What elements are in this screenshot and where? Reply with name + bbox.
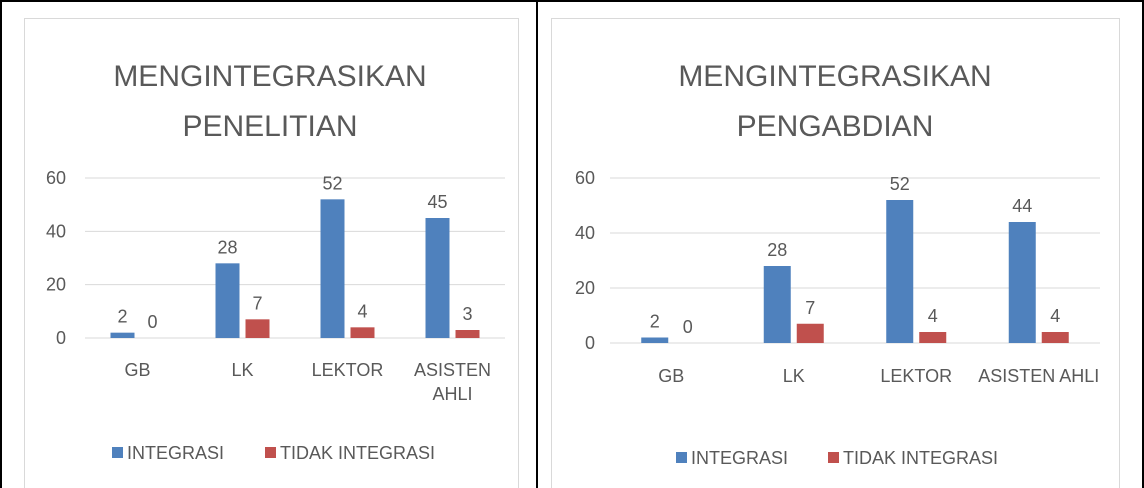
chart-title: MENGINTEGRASIKAN PENELITIAN: [113, 60, 427, 143]
y-tick-label: 60: [46, 168, 66, 188]
bar: [763, 266, 791, 343]
data-label: 28: [767, 240, 787, 260]
y-tick-label: 40: [46, 221, 66, 241]
bar: [245, 319, 270, 338]
x-tick-label: LK: [782, 366, 805, 386]
legend-label: INTEGRASI: [691, 448, 788, 468]
x-tick-label: LEKTOR: [311, 360, 384, 380]
y-tick-label: 0: [585, 333, 595, 353]
legend-swatch: [676, 452, 687, 463]
data-label: 7: [252, 293, 262, 313]
x-tick-label: ASISTEN AHLI: [413, 360, 492, 405]
bar: [425, 218, 450, 338]
bar: [1008, 222, 1036, 343]
legend-label: INTEGRASI: [127, 443, 224, 463]
chart-frame: [551, 18, 1120, 488]
bar: [455, 330, 480, 338]
data-label: 2: [117, 307, 127, 327]
bar: [215, 263, 240, 338]
bar: [641, 337, 669, 343]
bar: [110, 332, 135, 338]
legend-label: TIDAK INTEGRASI: [280, 443, 435, 463]
legend-swatch: [265, 447, 276, 458]
y-tick-label: 40: [575, 223, 595, 243]
chart-title: MENGINTEGRASIKAN PENGABDIAN: [678, 60, 992, 143]
data-label: 4: [1050, 306, 1060, 326]
bar: [320, 199, 345, 338]
data-label: 44: [1012, 196, 1032, 216]
data-label: 52: [890, 174, 910, 194]
data-label: 4: [357, 301, 367, 321]
data-label: 28: [217, 237, 237, 257]
x-tick-label: ASISTEN AHLI: [978, 366, 1100, 386]
x-tick-label: GB: [658, 366, 685, 386]
y-tick-label: 20: [575, 278, 595, 298]
x-tick-label: GB: [124, 360, 151, 380]
bar: [886, 200, 914, 343]
data-label: 3: [462, 304, 472, 324]
legend-label: TIDAK INTEGRASI: [843, 448, 998, 468]
legend-swatch: [112, 447, 123, 458]
data-label: 4: [928, 306, 938, 326]
x-tick-label: LK: [231, 360, 254, 380]
data-label: 52: [322, 173, 342, 193]
bar: [1041, 332, 1069, 343]
data-label: 2: [650, 312, 660, 332]
bar: [796, 323, 824, 343]
bar: [919, 332, 947, 343]
bar: [350, 327, 375, 338]
data-label: 0: [683, 317, 693, 337]
x-tick-label: LEKTOR: [880, 366, 953, 386]
chart-frame: [24, 18, 519, 488]
data-label: 0: [147, 312, 157, 332]
y-tick-label: 20: [46, 275, 66, 295]
legend-swatch: [828, 452, 839, 463]
y-tick-label: 0: [56, 328, 66, 348]
data-label: 45: [427, 192, 447, 212]
data-label: 7: [805, 298, 815, 318]
y-tick-label: 60: [575, 168, 595, 188]
